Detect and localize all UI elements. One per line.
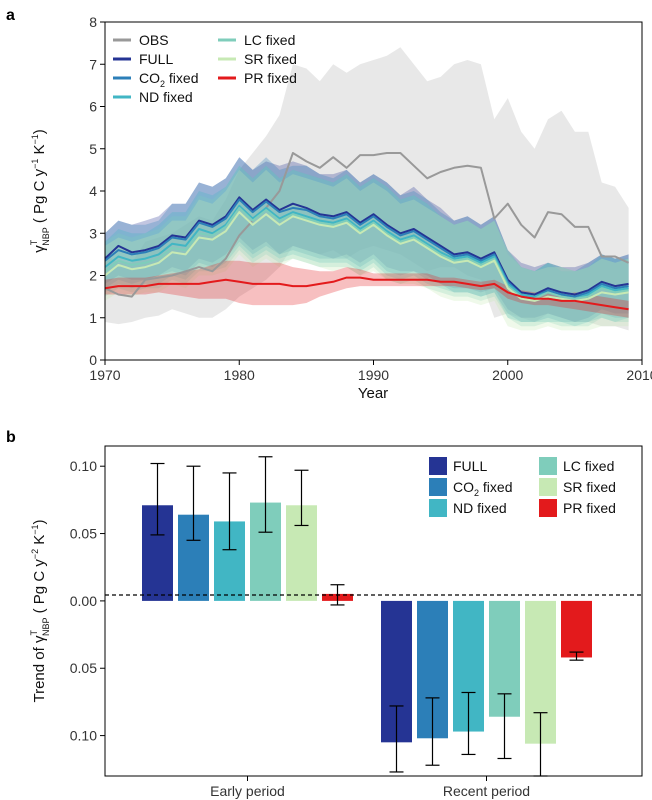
legend-label-lc-fixed: LC fixed bbox=[563, 458, 614, 474]
bar-pr-fixed-recent-period bbox=[561, 600, 592, 658]
x-tick-label: 1990 bbox=[358, 367, 389, 383]
x-tick-label: Early period bbox=[210, 783, 285, 799]
legend-swatch-co2-fixed bbox=[429, 478, 447, 496]
legend-label-lc-fixed: LC fixed bbox=[244, 32, 295, 48]
legend-label-full: FULL bbox=[453, 458, 487, 474]
panel-b-label: b bbox=[6, 429, 16, 446]
x-tick-label: 1980 bbox=[224, 367, 255, 383]
panel-b-frame bbox=[104, 445, 643, 777]
line-co2-fixed bbox=[104, 198, 629, 298]
y-tick-label: 0.05 bbox=[70, 660, 97, 676]
legend-label-obs: OBS bbox=[139, 32, 169, 48]
panel-b-bars bbox=[142, 456, 592, 777]
panel-b-legend: FULL CO2 fixed ND fixed LC fixed SR fixed PR … bbox=[429, 457, 616, 517]
panel-a-label: a bbox=[6, 7, 15, 24]
legend-label-nd-fixed: ND fixed bbox=[453, 500, 507, 516]
legend-label-sr-fixed: SR fixed bbox=[244, 51, 297, 67]
panel-b-y-axis: 0.10 0.05 0.00 0.05 0.10 bbox=[70, 458, 105, 744]
y-tick-label: 1 bbox=[89, 310, 97, 326]
legend-swatch-nd-fixed bbox=[429, 499, 447, 517]
y-tick-label: 0.00 bbox=[70, 593, 97, 609]
legend-swatch-lc-fixed bbox=[539, 457, 557, 475]
band-full bbox=[105, 157, 629, 322]
panel-a-y-label: γT NBP ( Pg C y−1 K−1) bbox=[29, 129, 51, 253]
legend-label-full: FULL bbox=[139, 51, 173, 67]
legend-label-nd-fixed: ND fixed bbox=[139, 89, 193, 105]
x-tick-label: 1970 bbox=[89, 367, 120, 383]
y-tick-label: 8 bbox=[89, 14, 97, 30]
legend-label-pr-fixed: PR fixed bbox=[244, 70, 297, 86]
line-obs bbox=[104, 152, 630, 298]
legend-label-sr-fixed: SR fixed bbox=[563, 479, 616, 495]
x-tick-label: 2000 bbox=[492, 367, 523, 383]
panel-a-y-axis: 0 1 2 3 4 5 6 7 8 bbox=[89, 14, 105, 368]
y-tick-label: 0.10 bbox=[70, 458, 97, 474]
y-tick-label: 6 bbox=[89, 99, 97, 115]
panel-b: b 0.10 0.05 0.00 0.05 0.10 Early period Recen… bbox=[6, 429, 643, 799]
legend-swatch-full bbox=[429, 457, 447, 475]
line-lc-fixed bbox=[104, 206, 629, 300]
panel-a-x-label: Year bbox=[358, 385, 388, 402]
band-pr-fixed bbox=[105, 260, 629, 318]
y-tick-label: 0.05 bbox=[70, 526, 97, 542]
x-tick-label: Recent period bbox=[443, 783, 530, 799]
band-co2-fixed bbox=[105, 157, 629, 322]
line-full bbox=[104, 196, 629, 296]
line-pr-fixed bbox=[104, 276, 629, 311]
panel-b-x-axis: Early period Recent period bbox=[210, 776, 530, 799]
y-tick-label: 3 bbox=[89, 225, 97, 241]
panel-b-y-label: Trend of γT NBP ( Pg C y−2 K−1) bbox=[29, 519, 51, 702]
panel-a-lines bbox=[104, 152, 630, 311]
y-tick-label: 0.10 bbox=[70, 728, 97, 744]
y-tick-label: 5 bbox=[89, 141, 97, 157]
y-tick-label: 0 bbox=[89, 352, 97, 368]
y-tick-label: 4 bbox=[89, 183, 97, 199]
legend-label-pr-fixed: PR fixed bbox=[563, 500, 616, 516]
legend-swatch-sr-fixed bbox=[539, 478, 557, 496]
y-tick-label: 7 bbox=[89, 56, 97, 72]
legend-swatch-pr-fixed bbox=[539, 499, 557, 517]
legend-label-co2-fixed: CO2 fixed bbox=[139, 70, 198, 89]
legend-label-co2-fixed: CO2 fixed bbox=[453, 479, 512, 498]
y-tick-label: 2 bbox=[89, 268, 97, 284]
